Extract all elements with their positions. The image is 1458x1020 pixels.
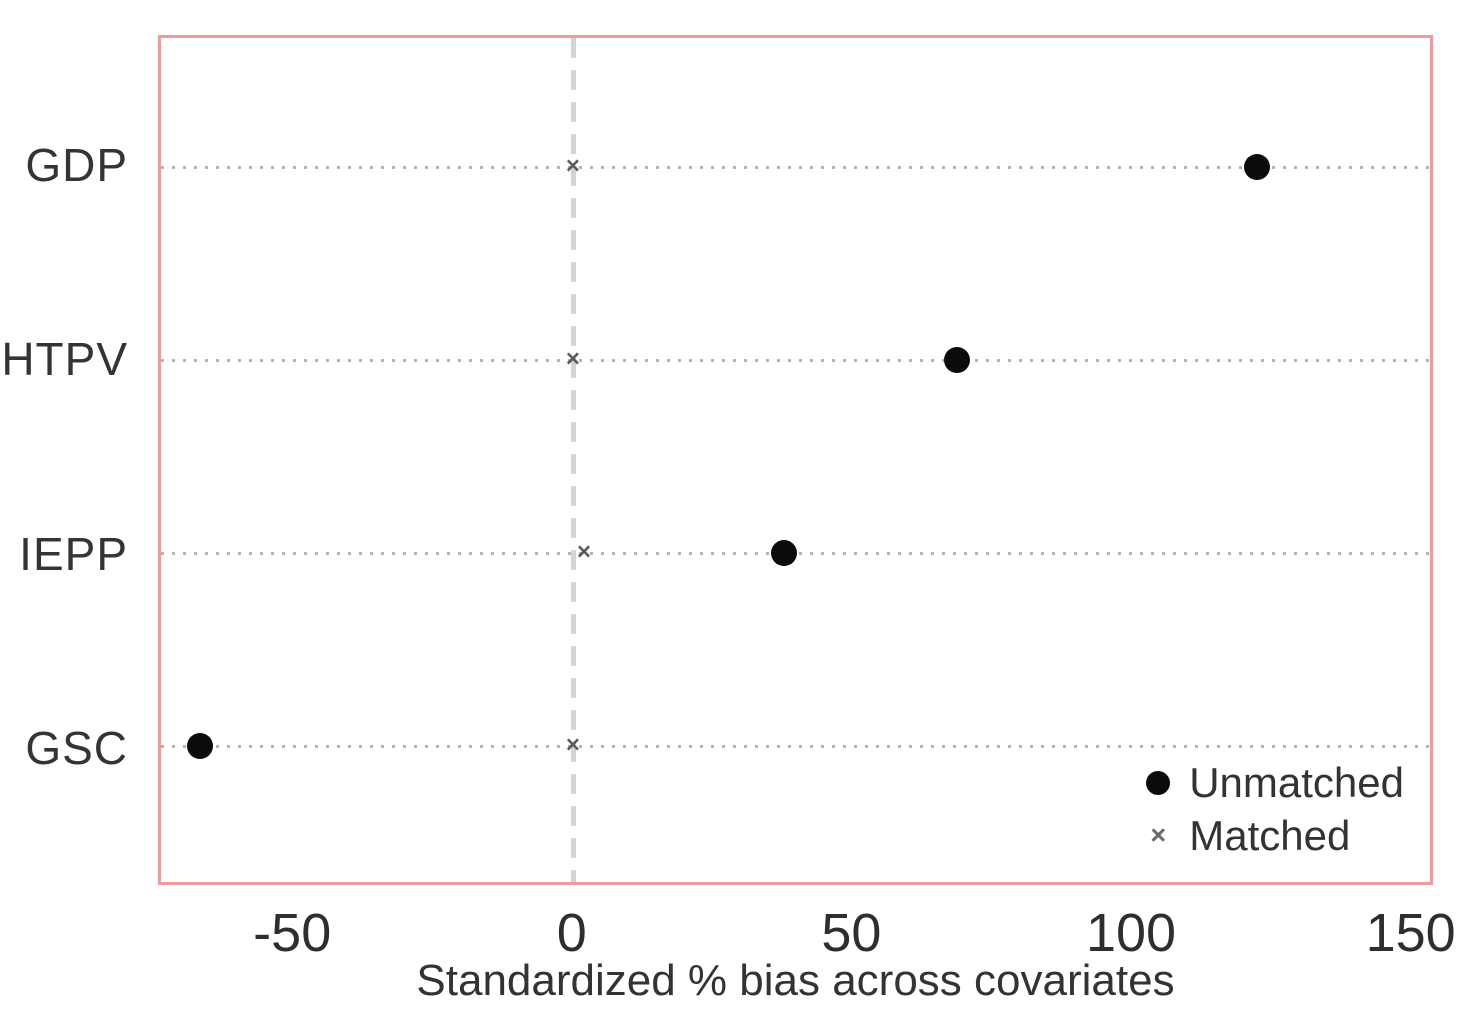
x-tick-label-50: 50 bbox=[821, 903, 882, 963]
point-matched-IEPP: × bbox=[576, 538, 592, 566]
y-axis-label-HTPV: HTPV bbox=[1, 333, 128, 386]
matched-marker-icon: × bbox=[1150, 820, 1167, 850]
gridline-GSC bbox=[161, 745, 1430, 749]
zero-reference-line bbox=[570, 38, 576, 882]
x-tick-label-0: 0 bbox=[556, 903, 587, 963]
point-matched-GSC: × bbox=[565, 731, 580, 759]
unmatched-marker-icon bbox=[1135, 770, 1181, 795]
x-tick-label--50: -50 bbox=[253, 903, 332, 963]
point-matched-GDP: × bbox=[565, 152, 580, 180]
legend: Unmatched × Matched bbox=[1135, 756, 1404, 862]
x-tick-label-150: 150 bbox=[1365, 903, 1456, 963]
x-axis: -50 0 50 100 150 bbox=[158, 902, 1456, 964]
x-axis-title: Standardized % bias across covariates bbox=[416, 956, 1175, 1005]
y-axis-labels: GDP HTPV IEPP GSC bbox=[0, 35, 140, 885]
legend-label-matched: Matched bbox=[1189, 811, 1351, 859]
gridline-HTPV bbox=[161, 359, 1430, 363]
legend-row-matched: × Matched bbox=[1135, 809, 1404, 862]
x-tick-label-100: 100 bbox=[1085, 903, 1177, 963]
plot-area: Unmatched × Matched × × × × bbox=[158, 35, 1433, 885]
legend-label-unmatched: Unmatched bbox=[1189, 758, 1404, 806]
legend-row-unmatched: Unmatched bbox=[1135, 756, 1404, 809]
point-unmatched-GDP bbox=[1244, 154, 1271, 181]
point-matched-HTPV: × bbox=[565, 345, 580, 373]
y-axis-label-GSC: GSC bbox=[25, 722, 128, 775]
point-unmatched-IEPP bbox=[771, 540, 798, 567]
point-unmatched-GSC bbox=[186, 733, 213, 760]
gridline-GDP bbox=[161, 166, 1430, 170]
point-unmatched-HTPV bbox=[943, 347, 970, 374]
y-axis-label-GDP: GDP bbox=[25, 139, 128, 192]
y-axis-label-IEPP: IEPP bbox=[19, 527, 128, 580]
